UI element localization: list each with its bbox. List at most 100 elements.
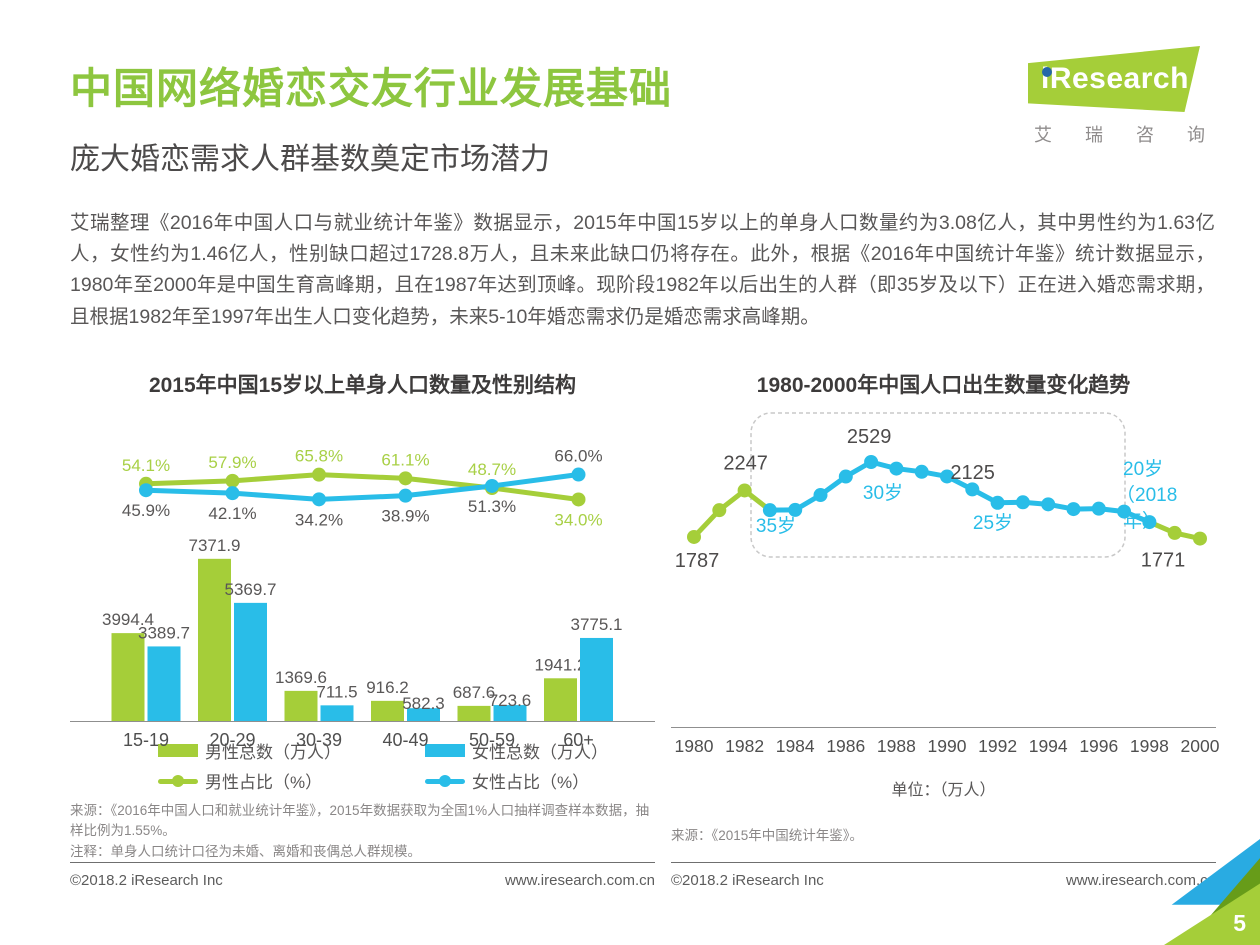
trend-point-1995	[1066, 501, 1081, 516]
age-annotation: （2018	[1116, 484, 1177, 506]
page-number: 5	[1233, 910, 1246, 936]
left-chart-section: 2015年中国15岁以上单身人口数量及性别结构 3994.4 7371.9 1369…	[70, 369, 655, 889]
bar-value-label: 687.6	[453, 683, 496, 702]
trend-point-1989	[914, 464, 929, 479]
trend-point-1987	[864, 454, 879, 469]
trend-point-1992	[990, 495, 1005, 510]
bar-value-label: 711.5	[316, 682, 357, 701]
x-axis-label-1994: 1994	[1028, 735, 1068, 756]
trend-point-1993	[1015, 495, 1030, 510]
footer-divider-left	[70, 861, 655, 863]
x-axis-label-1990: 1990	[927, 735, 967, 756]
bar-value-label: 916.2	[366, 678, 409, 697]
ratio-label: 42.1%	[208, 504, 256, 523]
x-axis-label-1992: 1992	[978, 735, 1018, 756]
point-value-label: 1771	[1141, 549, 1186, 571]
right-chart-section: 1980-2000年中国人口出生数量变化趋势 1787 2247 2529 2125 1…	[671, 369, 1220, 889]
right-chart-source: 来源：《2015年中国统计年鉴》。	[671, 827, 864, 843]
trend-point-1982	[737, 483, 752, 498]
trend-point-1997	[1117, 504, 1132, 519]
ratio-label: 61.1%	[381, 450, 429, 469]
x-axis-label-1986: 1986	[826, 735, 866, 756]
legend-label: 男性占比（%）	[205, 773, 323, 792]
legend-label: 女性总数（万人）	[472, 743, 608, 762]
page-header: 中国网络婚恋交友行业发展基础 庞大婚恋需求人群基数奠定市场潜力 艾瑞整理《201…	[0, 0, 1260, 333]
trend-point-2000	[1193, 531, 1207, 546]
trend-point-1998	[1142, 514, 1157, 529]
trend-point-1988	[889, 461, 904, 476]
single-population-chart: 3994.4 7371.9 1369.6 916.2 687.6 1941.2 3389.7…	[102, 446, 623, 721]
right-x-axis-labels: 1980 1982 1984 1986 1988 1990 1992 1994 1996 1998…	[671, 735, 1220, 762]
trend-point-1986	[838, 469, 853, 484]
female-ratio-point	[571, 467, 586, 482]
copyright-text: ©2018.2 iResearch Inc	[70, 871, 223, 889]
male-ratio-point	[312, 467, 326, 482]
trend-point-1983	[762, 502, 777, 517]
age-annotation: 年）	[1123, 510, 1161, 532]
trend-point-1981	[712, 502, 727, 517]
age-annotation: 30岁	[863, 482, 903, 504]
x-axis-label-30-39: 30-39	[295, 729, 343, 750]
male-ratio-point	[225, 473, 240, 488]
trend-point-1999	[1167, 525, 1182, 540]
bar-female-30-39	[320, 705, 354, 721]
logo-i-dot-icon	[1042, 67, 1052, 77]
trend-point-1990	[940, 469, 954, 484]
bar-value-label: 3775.1	[571, 615, 623, 634]
bar-male-15-19	[111, 632, 145, 721]
iresearch-logo: iResearch 艾 瑞 咨 询	[1028, 46, 1205, 147]
trend-point-1985	[813, 487, 828, 502]
point-value-label: 2529	[847, 426, 892, 448]
ratio-label: 45.9%	[122, 501, 170, 520]
ratio-label: 54.1%	[122, 456, 170, 475]
female-ratio-point	[312, 492, 326, 507]
ratio-label: 51.3%	[468, 497, 516, 516]
bar-value-label: 1369.6	[275, 668, 327, 687]
legend-label: 女性占比（%）	[472, 773, 590, 792]
point-value-label: 2125	[950, 462, 995, 484]
legend-dot	[172, 774, 184, 787]
left-chart-legend: 男性总数（万人） 女性总数（万人） 男性占比（%） 女性占比（%）	[70, 738, 655, 793]
website-url[interactable]: www.iresearch.com.cn	[1065, 871, 1216, 889]
age-annotation: 25岁	[973, 512, 1013, 534]
legend-item: 男性占比（%）	[158, 768, 425, 793]
ratio-label: 57.9%	[208, 453, 256, 472]
legend-dot	[439, 774, 451, 787]
trend-point-1994	[1041, 497, 1056, 512]
female-ratio-line	[143, 471, 581, 502]
bar-female-60+	[580, 637, 613, 721]
x-axis-label-60+: 60+	[563, 729, 594, 750]
left-chart-source: 来源：《2016年中国人口和就业统计年鉴》，2015年数据获取为全国1%人口抽样…	[70, 803, 650, 839]
female-ratio-point	[485, 478, 499, 493]
legend-line-swatch	[425, 774, 465, 788]
footer-left: ©2018.2 iResearch Inc www.iresearch.com.…	[70, 863, 655, 889]
left-x-axis-labels: 15-19 20-29 30-39 40-49 50-59 60+	[70, 730, 655, 750]
logo-flag-shape: iResearch	[1028, 46, 1200, 112]
legend-item: 女性总数（万人）	[425, 738, 655, 763]
left-chart-notes: 来源：《2016年中国人口和就业统计年鉴》，2015年数据获取为全国1%人口抽样…	[70, 801, 655, 862]
trend-point-1980	[687, 529, 701, 544]
left-chart-note: 注释：单身人口统计口径为未婚、离婚和丧偶总人群规模。	[70, 843, 421, 859]
bar-value-label: 723.6	[489, 691, 532, 710]
trend-point-1991	[965, 482, 980, 497]
bar-male-50-59	[457, 705, 491, 721]
point-value-label: 1787	[675, 550, 720, 572]
female-ratio-point	[139, 482, 153, 497]
page-title: 中国网络婚恋交友行业发展基础	[70, 65, 673, 112]
age-annotation: 35岁	[756, 515, 796, 537]
bar-value-label: 5369.7	[225, 580, 277, 599]
intro-paragraph: 艾瑞整理《2016年中国人口与就业统计年鉴》数据显示，2015年中国15岁以上的…	[70, 212, 1215, 328]
single-population-chart-canvas: 3994.4 7371.9 1369.6 916.2 687.6 1941.2 3389.7…	[70, 431, 655, 722]
male-ratio-point	[398, 471, 413, 486]
point-value-label: 2247	[723, 452, 768, 474]
legend-bar-swatch	[425, 744, 465, 757]
legend-item: 女性占比（%）	[425, 768, 655, 793]
copyright-text: ©2018.2 iResearch Inc	[671, 871, 824, 889]
footer-divider-right	[671, 861, 1216, 863]
x-axis-label-1984: 1984	[775, 735, 815, 756]
bar-male-20-29	[198, 558, 231, 721]
website-url[interactable]: www.iresearch.com.cn	[504, 871, 655, 889]
age-annotation: 20岁	[1123, 458, 1163, 480]
legend-label: 男性总数（万人）	[205, 743, 341, 762]
